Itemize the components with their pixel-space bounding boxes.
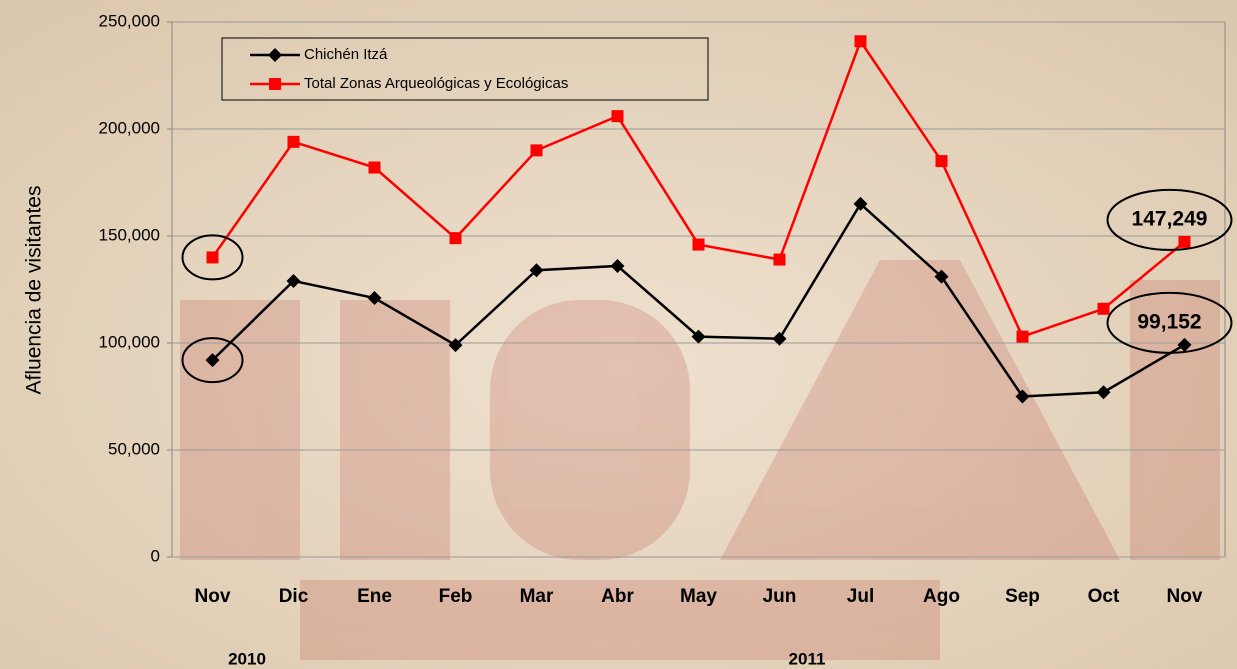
data-point [1098,303,1110,315]
x-tick-label: May [680,586,717,607]
x-tick-label: Nov [1167,586,1203,607]
x-tick-label: Jun [763,586,797,607]
x-tick-label: Ene [357,586,392,607]
x-tick-label: Jul [847,586,874,607]
data-point [693,239,705,251]
data-point [1179,236,1191,248]
y-tick-label: 150,000 [99,225,160,244]
x-tick-label: Abr [601,586,634,607]
legend-marker [269,78,281,90]
data-label: 147,249 [1132,207,1208,230]
data-point [369,162,381,174]
x-tick-label: Mar [520,586,554,607]
x-tick-label: Ago [923,586,960,607]
year-label: 2010 [228,649,266,668]
data-point [774,254,786,266]
data-point [531,144,543,156]
data-point [1017,331,1029,343]
y-axis-title: Afluencia de visitantes [23,186,46,395]
data-point [207,251,219,263]
y-tick-label: 250,000 [99,11,160,30]
y-tick-label: 200,000 [99,118,160,137]
y-tick-label: 0 [151,546,160,565]
year-label: 2011 [789,649,826,668]
y-tick-label: 100,000 [99,332,160,351]
data-label: 99,152 [1137,310,1201,333]
y-tick-label: 50,000 [108,439,160,458]
x-tick-label: Dic [279,586,309,607]
data-point [612,110,624,122]
x-tick-label: Nov [195,586,231,607]
data-point [288,136,300,148]
legend-label: Chichén Itzá [304,46,388,63]
x-tick-label: Oct [1088,586,1120,607]
chart: Afluencia de visitantes 2010 2011 0 50,00… [0,0,1237,669]
data-point [936,155,948,167]
legend-label: Total Zonas Arqueológicas y Ecológicas [304,75,568,92]
data-point [855,35,867,47]
x-tick-label: Feb [439,586,473,607]
data-point [450,232,462,244]
x-tick-label: Sep [1005,586,1040,607]
